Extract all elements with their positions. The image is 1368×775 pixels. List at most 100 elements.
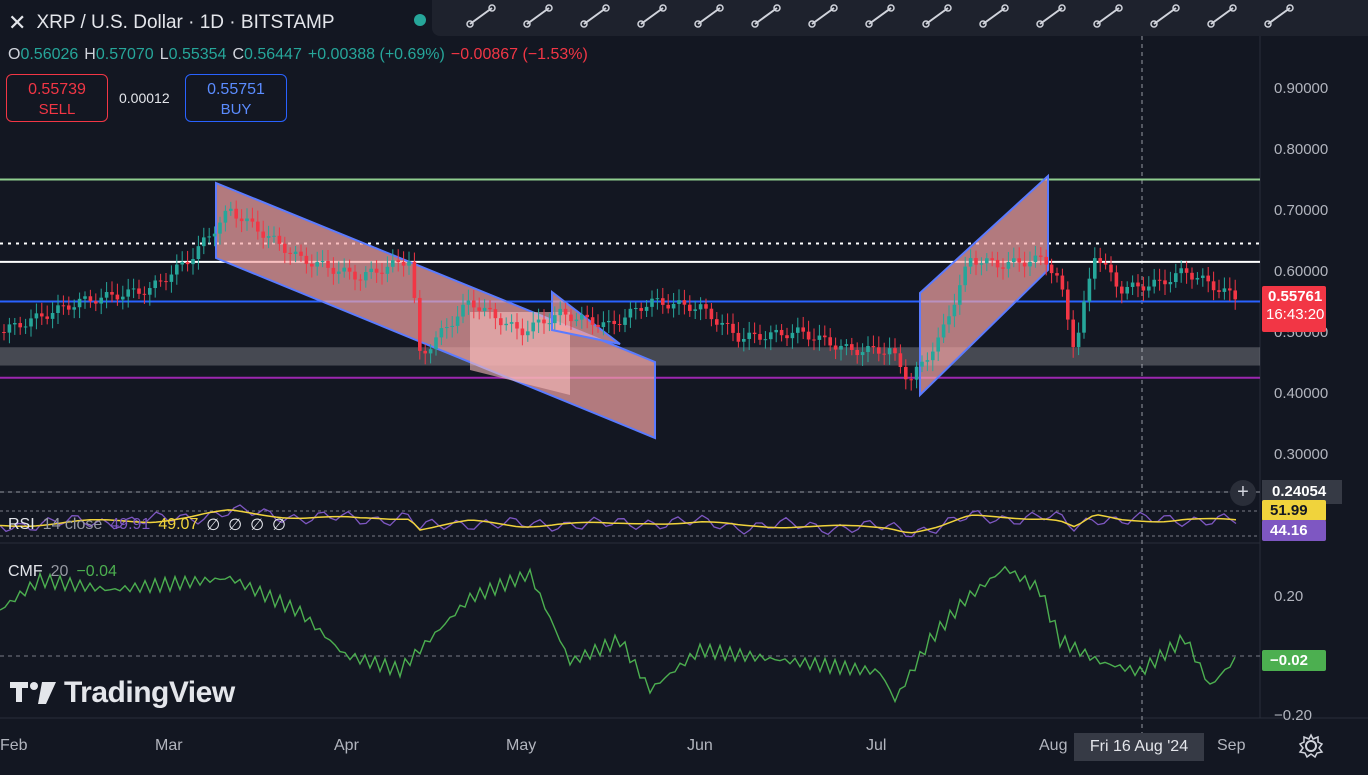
head-shoulders-icon[interactable] xyxy=(1264,2,1294,30)
candle-body xyxy=(1006,262,1011,269)
candle-body xyxy=(520,328,525,336)
candle-body xyxy=(812,339,816,341)
candle-body xyxy=(1049,264,1054,274)
close-label: C xyxy=(232,46,245,63)
candle-body xyxy=(88,296,93,302)
anchor-icon[interactable] xyxy=(1093,2,1123,30)
candle-body xyxy=(401,261,406,266)
buy-button[interactable]: 0.55751 BUY xyxy=(185,74,287,122)
cmf-name[interactable]: CMF xyxy=(8,563,43,580)
rsi-badge: 44.16 xyxy=(1262,520,1326,541)
candle-body xyxy=(131,288,136,290)
candle-body xyxy=(536,319,541,323)
candle-body xyxy=(455,316,460,326)
candles-icon[interactable] xyxy=(694,2,724,30)
candle-body xyxy=(817,335,822,340)
candle-body xyxy=(418,297,422,351)
candle-body xyxy=(671,303,676,309)
market-status-dot xyxy=(414,14,426,26)
rsi-extra: ∅ xyxy=(228,517,243,534)
ruler-lines-icon[interactable] xyxy=(580,2,610,30)
candle-body xyxy=(148,288,152,295)
candle-body xyxy=(310,263,314,267)
rsi-name[interactable]: RSI xyxy=(8,516,35,533)
candle-body xyxy=(1028,261,1032,267)
candle-body xyxy=(104,292,109,298)
dotted-lines-icon[interactable] xyxy=(466,2,496,30)
candle-body xyxy=(1152,279,1156,287)
candle-body xyxy=(693,309,697,311)
nodes-line-icon[interactable] xyxy=(1036,2,1066,30)
add-alert-plus-icon[interactable]: + xyxy=(1230,480,1256,506)
candle-body xyxy=(655,298,660,300)
sell-button[interactable]: 0.55739 SELL xyxy=(6,74,108,122)
parallel-lines-icon[interactable] xyxy=(979,2,1009,30)
time-label: Jun xyxy=(687,737,713,754)
open-label: O xyxy=(8,46,21,63)
xabcd-icon[interactable] xyxy=(1207,2,1237,30)
candle-body xyxy=(364,272,368,281)
candle-body xyxy=(736,332,741,342)
candle-body xyxy=(256,221,260,232)
candle-body xyxy=(931,351,935,361)
candle-body xyxy=(1109,264,1113,273)
candle-body xyxy=(779,329,784,336)
candle-body xyxy=(45,316,49,319)
candle-body xyxy=(331,267,336,274)
close-icon[interactable]: ✕ xyxy=(8,10,27,35)
candle-body xyxy=(806,331,811,340)
candle-body xyxy=(860,352,865,356)
target-icon[interactable] xyxy=(922,2,952,30)
settings-gear-icon[interactable] xyxy=(1298,733,1324,759)
candle-body xyxy=(590,317,595,325)
horizontal-lines-icon[interactable] xyxy=(523,2,553,30)
symbol-header: ✕ XRP / U.S. Dollar · 1D · BITSTAMP xyxy=(8,12,335,34)
candle-body xyxy=(1044,256,1048,265)
candle-body xyxy=(574,319,579,322)
candle-body xyxy=(1033,255,1038,262)
symbol-title[interactable]: XRP / U.S. Dollar · 1D · BITSTAMP xyxy=(36,12,335,33)
candle-body xyxy=(601,322,606,328)
candle-body xyxy=(493,309,498,319)
candle-body xyxy=(952,304,957,317)
rsi-value2: 49.07 xyxy=(158,516,199,533)
rsi-extra: ∅ xyxy=(272,517,287,534)
time-label: Sep xyxy=(1217,737,1246,754)
vertical-line-icon[interactable] xyxy=(751,2,781,30)
candle-body xyxy=(963,266,967,286)
candle-body xyxy=(769,332,773,340)
descending-channel xyxy=(215,181,656,440)
candle-body xyxy=(56,305,60,313)
candle-body xyxy=(283,243,287,253)
candle-body xyxy=(266,236,271,238)
candle-body xyxy=(682,300,687,305)
rsi-line xyxy=(0,504,1237,538)
path-icon[interactable] xyxy=(808,2,838,30)
polyline-icon[interactable] xyxy=(1150,2,1180,30)
candle-body xyxy=(320,260,325,263)
candle-body xyxy=(13,323,17,325)
candle-body xyxy=(142,293,147,295)
current-price-badge: 0.55761 16:43:20 xyxy=(1262,286,1326,332)
buy-price: 0.55751 xyxy=(207,81,265,98)
candle-body xyxy=(40,313,44,317)
cmf-badge: −0.02 xyxy=(1262,650,1326,671)
candle-body xyxy=(1222,288,1227,292)
candle-body xyxy=(941,324,946,338)
candle-body xyxy=(790,332,795,339)
candle-body xyxy=(1141,286,1146,291)
candle-body xyxy=(472,300,476,308)
candle-body xyxy=(196,246,201,259)
trend-line-icon[interactable] xyxy=(637,2,667,30)
triangle-pattern-icon[interactable] xyxy=(865,2,895,30)
candle-body xyxy=(218,222,222,234)
candle-body xyxy=(175,264,179,275)
candle-body xyxy=(698,304,703,310)
candle-body xyxy=(1022,262,1027,267)
candle-body xyxy=(1071,319,1075,348)
candle-body xyxy=(1076,332,1081,348)
candle-body xyxy=(1195,277,1200,280)
time-label: Jul xyxy=(866,737,887,754)
candle-body xyxy=(445,326,449,329)
